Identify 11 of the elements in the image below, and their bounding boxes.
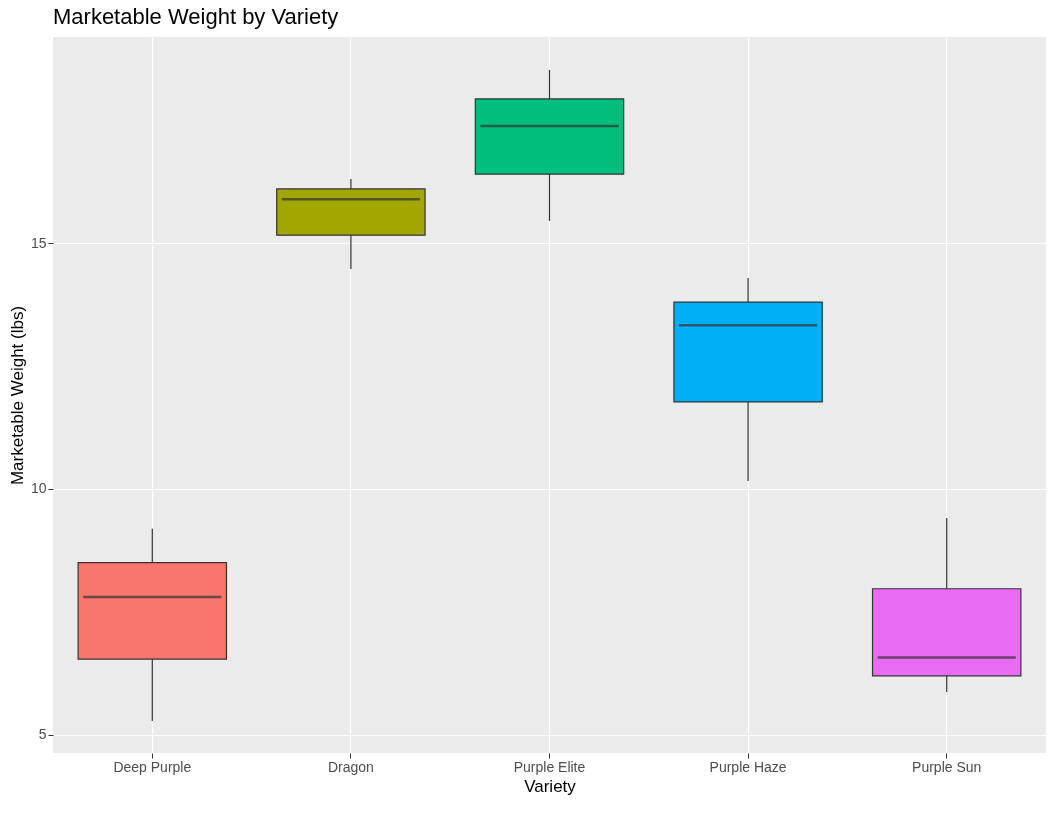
chart-title: Marketable Weight by Variety — [53, 4, 339, 29]
x-tick-label: Purple Haze — [709, 758, 787, 775]
y-axis-title: Marketable Weight (lbs) — [7, 305, 27, 486]
x-axis-title: Variety — [524, 776, 577, 796]
y-tick-label: 15 — [30, 234, 47, 251]
x-tick-label: Purple Elite — [513, 758, 586, 775]
x-tick-label: Deep Purple — [113, 758, 192, 775]
x-tick-label: Purple Sun — [912, 758, 982, 775]
y-tick-label: 10 — [30, 480, 47, 497]
x-tick-label: Dragon — [327, 758, 374, 775]
y-tick-label: 5 — [38, 726, 47, 743]
